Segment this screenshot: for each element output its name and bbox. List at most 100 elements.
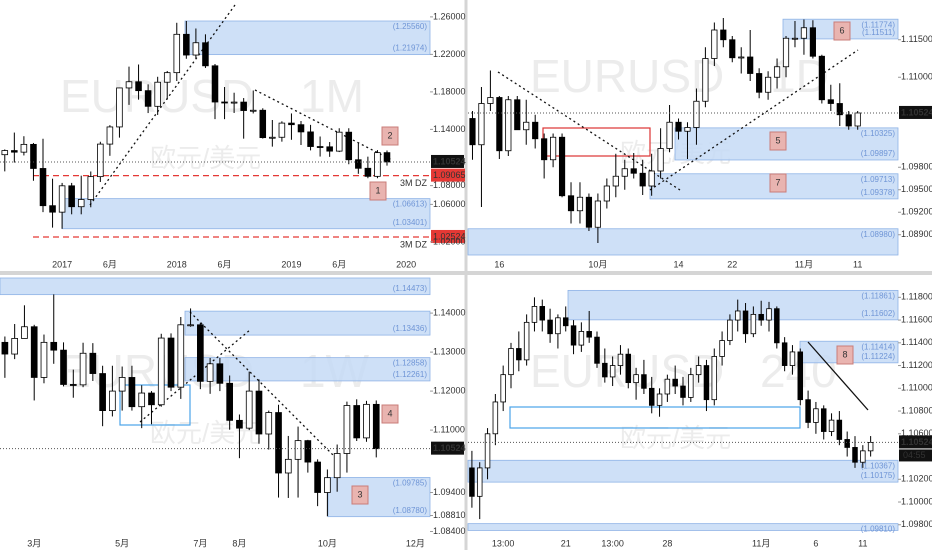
y-tick-label: 1.10600 <box>901 428 932 438</box>
y-tick-label: 1.08900 <box>901 229 932 239</box>
x-tick-label: 11月 <box>795 259 813 269</box>
x-tick-label: 16 <box>494 259 504 269</box>
y-tick-label: 1.09200 <box>901 207 932 217</box>
candle-body <box>1 150 9 156</box>
marker-label: 3 <box>357 489 362 499</box>
candle-body <box>116 87 123 128</box>
marker-box <box>381 404 399 424</box>
candle-body <box>245 390 253 429</box>
zone-label: (1.12858) <box>393 359 428 368</box>
marker-box <box>836 345 854 365</box>
candle-body <box>163 72 171 83</box>
candle-body <box>727 319 733 341</box>
zone-label: (1.10367) <box>861 461 896 470</box>
candle-body <box>555 317 561 335</box>
level-text: 3M DZ <box>400 178 428 188</box>
candle-body <box>269 136 276 139</box>
candle-body <box>374 152 381 177</box>
candle-body <box>496 97 503 152</box>
x-tick-label: 3月 <box>27 538 41 548</box>
y-tick-label: 1.12000 <box>433 385 466 395</box>
y-tick-label: 1.11500 <box>901 34 932 44</box>
watermark-subtitle: 欧元/美元 <box>620 423 731 453</box>
candle-body <box>87 176 95 200</box>
candle-body <box>138 392 146 408</box>
x-tick-label: 2020 <box>396 259 416 269</box>
level-tag <box>431 168 465 182</box>
candle-body <box>278 122 286 138</box>
zone-label: (1.06613) <box>393 200 428 209</box>
candle-body <box>576 196 584 212</box>
marker-label: 7 <box>775 177 780 187</box>
candle-body <box>836 103 843 116</box>
candle-body <box>49 205 56 213</box>
candle-body <box>738 56 745 59</box>
candle-body <box>523 121 530 131</box>
candle-body <box>58 185 66 213</box>
y-tick-label: 1.09400 <box>433 487 466 497</box>
candle-body <box>343 405 351 454</box>
zone-label: (1.11511) <box>862 28 895 37</box>
y-tick-label: 1.11800 <box>901 292 932 302</box>
candle-body <box>688 374 694 398</box>
trend-line <box>254 89 393 161</box>
zone-label: (1.25560) <box>393 22 428 31</box>
candle-body <box>11 150 18 153</box>
candle-body <box>532 121 539 140</box>
candle-body <box>505 99 512 152</box>
candle-body <box>827 99 834 104</box>
candle-body <box>40 341 48 378</box>
candle-body <box>30 326 38 378</box>
candle-body <box>766 308 772 321</box>
candle-body <box>818 55 825 101</box>
zone-label: (1.09897) <box>861 149 896 158</box>
y-tick-label: 1.09800 <box>901 162 932 172</box>
candle-body <box>183 33 190 56</box>
marker-label: 1 <box>375 185 380 195</box>
trend-line <box>139 329 251 423</box>
candle-body <box>230 101 238 104</box>
candle-body <box>578 331 585 346</box>
candle-body <box>594 336 600 364</box>
candle-body <box>177 324 185 388</box>
watermark-subtitle: 欧元/美元 <box>150 143 261 173</box>
zone <box>184 357 431 382</box>
candle-body <box>353 405 361 439</box>
trend-line <box>189 311 341 463</box>
candle-body <box>206 363 214 382</box>
candle-body <box>680 385 686 398</box>
marker-box <box>369 181 387 201</box>
candle-body <box>500 374 506 403</box>
zone <box>467 523 899 531</box>
candle-body <box>820 408 827 432</box>
y-tick-label: 1.11000 <box>901 383 932 393</box>
candle-body <box>567 195 575 212</box>
watermark-interval: 1M <box>300 70 364 122</box>
candle-body <box>106 126 114 145</box>
x-tick-label: 6月 <box>218 259 232 269</box>
candle-body <box>125 81 133 89</box>
candle-body <box>60 349 67 385</box>
candle-body <box>684 127 691 132</box>
candle-body <box>167 337 175 388</box>
candle-body <box>109 390 116 411</box>
candle-body <box>774 308 780 344</box>
x-tick-label: 11月 <box>752 538 770 548</box>
y-tick-label: 1.02000 <box>433 236 466 246</box>
candle-body <box>364 167 372 177</box>
candle-body <box>11 338 18 355</box>
candle-body <box>541 138 548 161</box>
zone <box>61 198 431 230</box>
zone-label: (1.11414) <box>861 342 895 351</box>
zone-label: (1.03401) <box>393 218 428 227</box>
candle-body <box>603 185 610 202</box>
candle-body <box>259 109 267 139</box>
marker-label: 2 <box>387 130 392 140</box>
x-tick-label: 10月 <box>588 259 607 269</box>
candle-body <box>30 143 37 169</box>
y-tick-label: 1.26000 <box>433 11 466 21</box>
y-tick-label: 1.11400 <box>901 337 932 347</box>
candle-body <box>602 362 608 378</box>
candle-body <box>484 433 491 469</box>
